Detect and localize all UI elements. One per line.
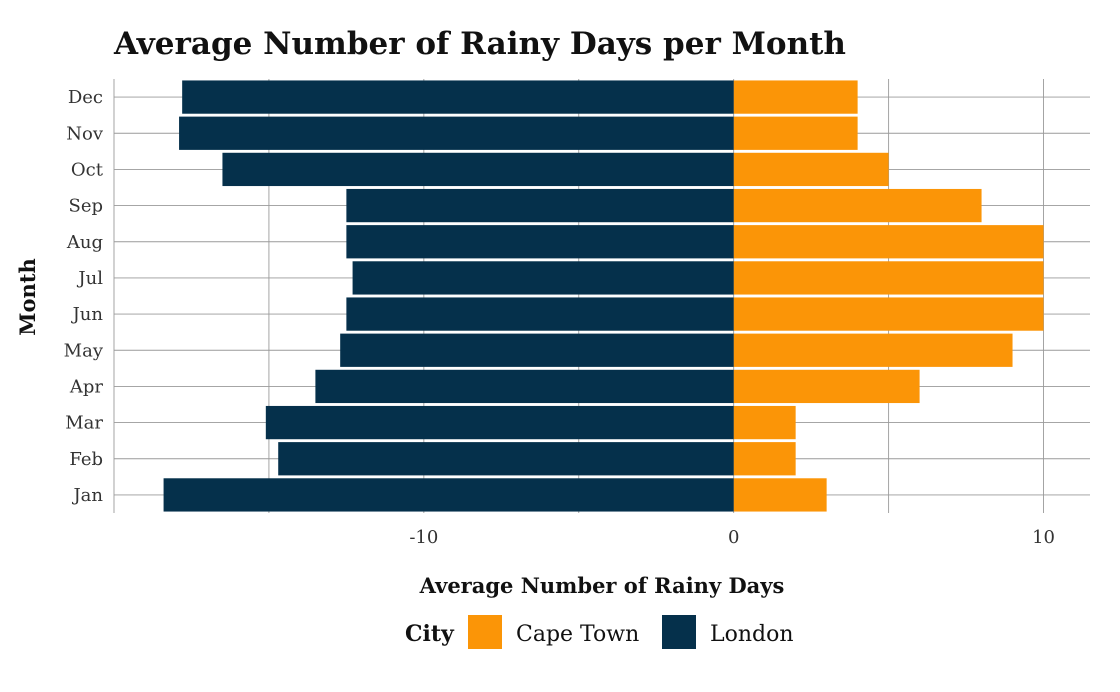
bar-london-jul [352, 261, 734, 295]
y-tick-label: Apr [69, 376, 104, 397]
chart-title: Average Number of Rainy Days per Month [113, 26, 846, 62]
legend-label-london: London [710, 622, 794, 647]
bar-cape-town-apr [733, 369, 920, 404]
y-tick-label: Aug [66, 232, 103, 253]
bar-cape-town-oct [733, 152, 889, 187]
bar-london-may [340, 333, 734, 367]
legend-swatch-london [662, 615, 696, 649]
bars-layer [163, 80, 1044, 512]
bar-london-sep [346, 188, 734, 223]
y-tick-label: Dec [68, 87, 103, 108]
bar-london-jan [163, 478, 734, 512]
bar-london-jun [346, 297, 734, 331]
bar-cape-town-jul [733, 261, 1044, 295]
bar-cape-town-feb [733, 442, 796, 476]
bar-london-nov [179, 116, 734, 150]
y-tick-label: Feb [69, 449, 103, 470]
y-tick-label: Mar [65, 413, 103, 434]
bar-cape-town-sep [733, 188, 982, 223]
y-tick-label: Sep [68, 196, 103, 217]
legend-swatch-cape-town [468, 615, 502, 649]
bar-london-dec [182, 80, 734, 114]
bar-cape-town-may [733, 333, 1013, 367]
bar-cape-town-jan [733, 478, 827, 512]
x-tick-label: 0 [728, 527, 739, 548]
y-tick-labels: Jan Feb Mar Apr May Jun Jul Aug Sep Oct Nov Dec [64, 87, 104, 506]
y-tick-label: May [64, 340, 104, 361]
x-axis-title: Average Number of Rainy Days [419, 573, 785, 598]
legend-title: City [405, 621, 455, 647]
bar-cape-town-nov [733, 116, 858, 150]
y-tick-label: Jun [71, 304, 104, 325]
legend-label-cape-town: Cape Town [516, 622, 639, 647]
bar-london-oct [222, 152, 734, 187]
x-tick-labels: -10 0 10 [409, 527, 1055, 548]
bar-london-feb [278, 442, 734, 476]
x-tick-label: 10 [1032, 527, 1055, 548]
bar-cape-town-dec [733, 80, 858, 114]
bar-london-apr [315, 369, 734, 404]
y-tick-label: Oct [71, 159, 104, 180]
y-tick-label: Jan [71, 485, 103, 506]
bar-london-mar [265, 405, 734, 440]
bar-london-aug [346, 225, 734, 259]
y-axis-title: Month [15, 258, 40, 336]
y-tick-label: Jul [76, 268, 103, 289]
bar-cape-town-aug [733, 225, 1044, 259]
y-tick-label: Nov [66, 123, 104, 144]
bar-cape-town-jun [733, 297, 1044, 331]
legend: City Cape Town London [405, 615, 794, 649]
x-tick-label: -10 [409, 527, 438, 548]
bar-cape-town-mar [733, 405, 796, 440]
